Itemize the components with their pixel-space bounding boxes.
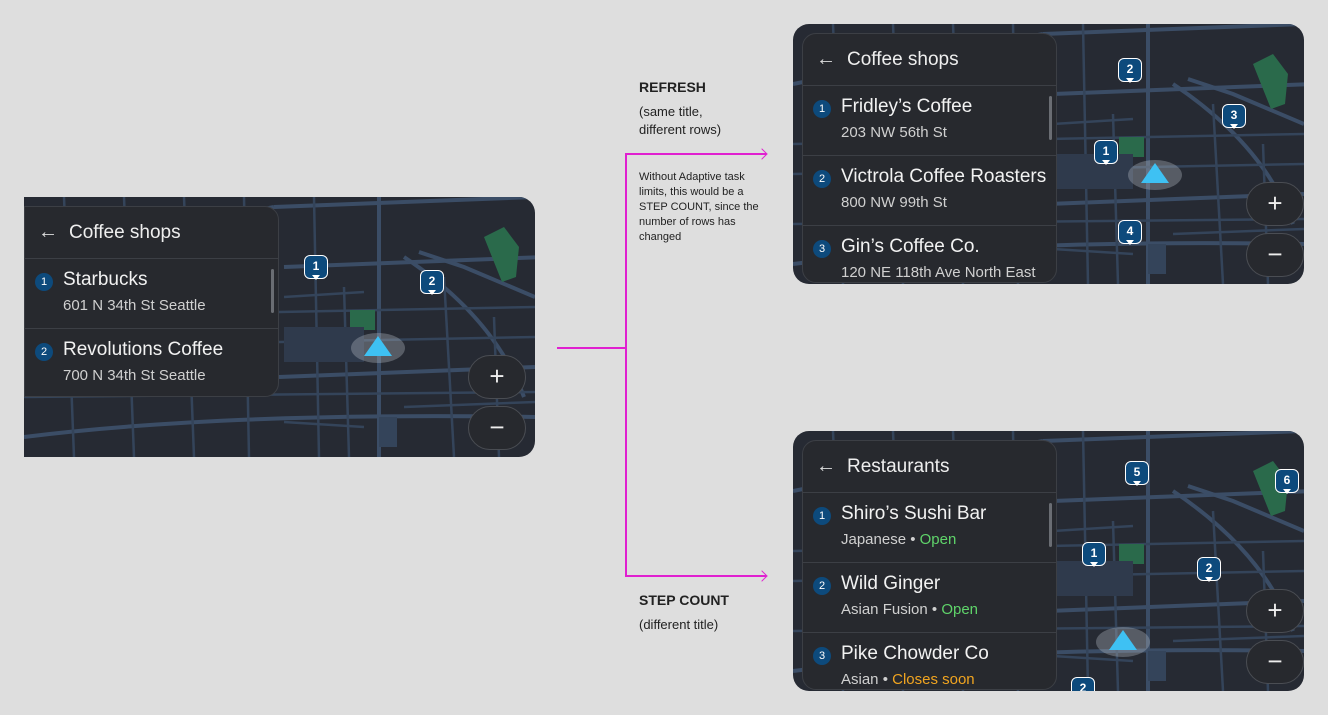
map-screen-step-count: 5 6 1 2 2 ← Restaurants 1 Shiro’s Sushi Ba… <box>793 431 1304 691</box>
map-marker[interactable]: 4 <box>1118 220 1142 245</box>
map-screen-initial: 1 2 ← Coffee shops 1 Starbucks 601 N 34th S… <box>24 197 535 457</box>
row-title: Gin’s Coffee Co. <box>841 236 980 257</box>
connector-line <box>625 153 627 576</box>
row-number: 2 <box>813 577 831 595</box>
connector-line-step <box>625 575 766 577</box>
row-title: Revolutions Coffee <box>63 339 224 360</box>
current-location-icon <box>1128 160 1182 190</box>
back-arrow-icon[interactable]: ← <box>816 48 836 70</box>
back-arrow-icon[interactable]: ← <box>816 455 836 477</box>
map-marker[interactable]: 2 <box>1197 557 1221 582</box>
map-marker[interactable]: 2 <box>1071 677 1095 691</box>
row-subtitle: Asian Fusion • <box>841 601 942 618</box>
current-location-icon <box>351 333 405 363</box>
refresh-note: Without Adaptive task limits, this would… <box>639 171 759 243</box>
list-item[interactable]: 1 Starbucks 601 N 34th St Seattle <box>25 259 278 329</box>
panel-title: Coffee shops <box>847 48 959 70</box>
arrowhead-icon <box>756 148 768 160</box>
row-subtitle: 800 NW 99th St <box>841 194 947 211</box>
list-panel: ← Coffee shops 1 Fridley’s Coffee 203 NW 56… <box>802 33 1057 283</box>
scrollbar[interactable] <box>271 269 274 313</box>
row-number: 1 <box>35 273 53 291</box>
row-subtitle: 120 NE 118th Ave North East <box>841 264 1036 281</box>
row-subtitle: Asian • <box>841 671 893 688</box>
row-number: 1 <box>813 507 831 525</box>
current-location-icon <box>1096 627 1150 657</box>
refresh-description: (same title, different rows) <box>639 104 722 137</box>
row-title: Shiro’s Sushi Bar <box>841 503 987 524</box>
row-number: 3 <box>813 240 831 258</box>
row-subtitle: 601 N 34th St Seattle <box>63 297 206 314</box>
step-count-label: STEP COUNT <box>639 592 729 608</box>
arrowhead-icon <box>756 570 768 582</box>
step-count-description: (different title) <box>639 617 719 632</box>
row-title: Fridley’s Coffee <box>841 96 973 117</box>
row-number: 2 <box>813 170 831 188</box>
row-subtitle: Japanese • <box>841 531 920 548</box>
list-item[interactable]: 2 Revolutions Coffee 700 N 34th St Seattle <box>25 329 278 396</box>
list-panel: ← Coffee shops 1 Starbucks 601 N 34th St Se… <box>24 206 279 397</box>
row-subtitle: 203 NW 56th St <box>841 124 947 141</box>
map-marker[interactable]: 2 <box>420 270 444 295</box>
row-title: Pike Chowder Co <box>841 643 989 664</box>
zoom-out-button[interactable]: − <box>1246 233 1304 277</box>
zoom-out-button[interactable]: − <box>468 406 526 450</box>
map-marker[interactable]: 1 <box>1082 542 1106 567</box>
back-arrow-icon[interactable]: ← <box>38 221 58 243</box>
scrollbar[interactable] <box>1049 503 1052 547</box>
zoom-out-button[interactable]: − <box>1246 640 1304 684</box>
map-marker[interactable]: 1 <box>304 255 328 280</box>
row-subtitle: 700 N 34th St Seattle <box>63 367 206 384</box>
map-marker[interactable]: 6 <box>1275 469 1299 494</box>
list-item[interactable]: 3 Gin’s Coffee Co. 120 NE 118th Ave North … <box>803 226 1056 282</box>
map-screen-refresh: 2 3 1 4 ← Coffee shops 1 Fridley’s Coffee 2… <box>793 24 1304 284</box>
row-number: 2 <box>35 343 53 361</box>
scrollbar[interactable] <box>1049 96 1052 140</box>
zoom-in-button[interactable]: + <box>1246 589 1304 633</box>
map-marker[interactable]: 2 <box>1118 58 1142 83</box>
panel-title: Restaurants <box>847 455 950 477</box>
zoom-in-button[interactable]: + <box>1246 182 1304 226</box>
row-number: 1 <box>813 100 831 118</box>
status-closes-soon: Closes soon <box>892 671 975 688</box>
row-title: Wild Ginger <box>841 573 941 594</box>
zoom-in-button[interactable]: + <box>468 355 526 399</box>
refresh-label: REFRESH <box>639 79 706 95</box>
row-title: Victrola Coffee Roasters <box>841 166 1047 187</box>
map-marker[interactable]: 1 <box>1094 140 1118 165</box>
map-marker[interactable]: 5 <box>1125 461 1149 486</box>
row-title: Starbucks <box>63 269 148 290</box>
row-number: 3 <box>813 647 831 665</box>
map-marker[interactable]: 3 <box>1222 104 1246 129</box>
list-item[interactable]: 3 Pike Chowder Co Asian • Closes soon <box>803 633 1056 689</box>
list-item[interactable]: 1 Shiro’s Sushi Bar Japanese • Open <box>803 493 1056 563</box>
list-item[interactable]: 2 Victrola Coffee Roasters 800 NW 99th St <box>803 156 1056 226</box>
list-item[interactable]: 1 Fridley’s Coffee 203 NW 56th St <box>803 86 1056 156</box>
connector-line <box>557 347 626 349</box>
panel-title: Coffee shops <box>69 221 181 243</box>
list-item[interactable]: 2 Wild Ginger Asian Fusion • Open <box>803 563 1056 633</box>
status-open: Open <box>919 531 957 548</box>
connector-line-refresh <box>625 153 766 155</box>
list-panel: ← Restaurants 1 Shiro’s Sushi Bar Japanese … <box>802 440 1057 690</box>
status-open: Open <box>941 601 979 618</box>
